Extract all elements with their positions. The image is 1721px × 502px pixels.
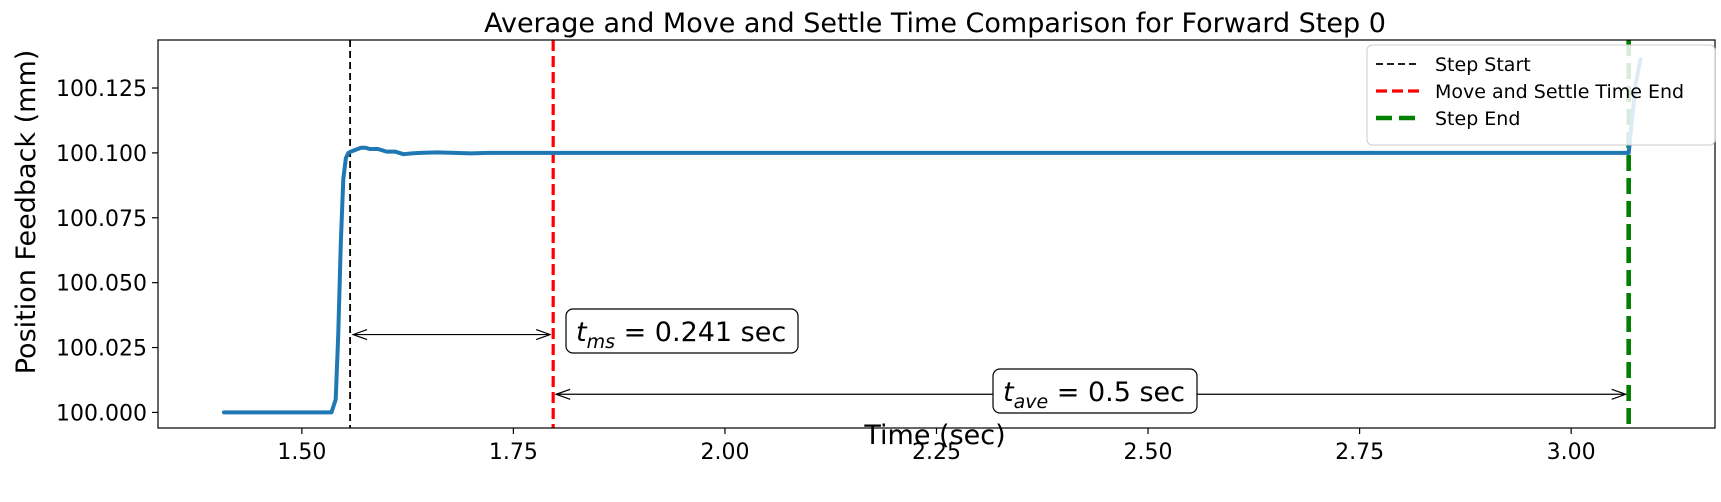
y-tick-label: 100.000 (56, 401, 147, 426)
legend-box (1366, 44, 1716, 146)
y-tick-label: 100.025 (56, 337, 147, 362)
x-tick-label: 2.75 (1335, 440, 1384, 465)
y-axis: 100.000 100.025 100.050 100.075 100.100 100.1… (56, 77, 158, 426)
legend: Step Start Move and Settle Time End Step E… (1366, 44, 1716, 146)
series-line-0 (222, 57, 1643, 415)
legend-label: Step Start (1435, 54, 1531, 76)
x-tick-label: 2.00 (700, 440, 749, 465)
annotation-label: tave = 0.5 sec (1003, 377, 1185, 413)
y-tick-label: 100.100 (56, 142, 147, 167)
x-axis-label: Time (sec) (863, 420, 1005, 451)
legend-label: Move and Settle Time End (1435, 81, 1684, 103)
annotation-label: tms = 0.241 sec (576, 317, 786, 353)
x-tick-label: 1.50 (277, 440, 326, 465)
x-tick-label: 3.00 (1547, 440, 1596, 465)
x-tick-label: 1.75 (489, 440, 538, 465)
x-tick-label: 2.25 (912, 440, 961, 465)
x-tick-label: 2.50 (1124, 440, 1173, 465)
y-tick-label: 100.075 (56, 207, 147, 232)
annotation-box (992, 368, 1198, 414)
y-axis-label: Position Feedback (mm) (11, 50, 42, 375)
plot-area: tms = 0.241 sec tave = 0.5 sec (157, 39, 1716, 429)
legend-label: Step End (1435, 108, 1520, 130)
y-tick-label: 100.050 (56, 272, 147, 297)
y-tick-label: 100.125 (56, 77, 147, 102)
chart-title: Average and Move and Settle Time Compari… (484, 8, 1386, 39)
x-axis: 1.50 1.75 2.00 2.25 2.50 2.75 3.00 (277, 428, 1596, 465)
annotation-box (565, 308, 799, 354)
